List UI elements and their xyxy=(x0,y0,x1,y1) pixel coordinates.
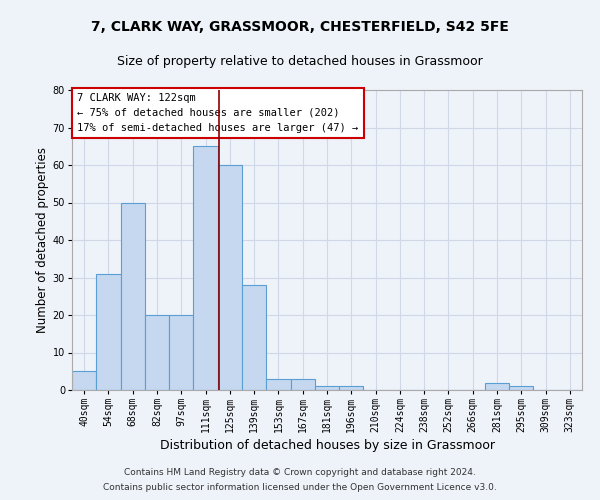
Bar xyxy=(290,379,315,390)
Bar xyxy=(193,146,218,390)
Text: Contains HM Land Registry data © Crown copyright and database right 2024.: Contains HM Land Registry data © Crown c… xyxy=(124,468,476,477)
Bar xyxy=(485,382,509,390)
Bar xyxy=(72,371,96,390)
Bar xyxy=(169,315,193,390)
Bar xyxy=(266,379,290,390)
Text: 7 CLARK WAY: 122sqm
← 75% of detached houses are smaller (202)
17% of semi-detac: 7 CLARK WAY: 122sqm ← 75% of detached ho… xyxy=(77,93,358,132)
X-axis label: Distribution of detached houses by size in Grassmoor: Distribution of detached houses by size … xyxy=(160,439,494,452)
Bar xyxy=(218,165,242,390)
Text: 7, CLARK WAY, GRASSMOOR, CHESTERFIELD, S42 5FE: 7, CLARK WAY, GRASSMOOR, CHESTERFIELD, S… xyxy=(91,20,509,34)
Text: Contains public sector information licensed under the Open Government Licence v3: Contains public sector information licen… xyxy=(103,483,497,492)
Bar xyxy=(121,202,145,390)
Bar xyxy=(339,386,364,390)
Bar xyxy=(242,285,266,390)
Text: Size of property relative to detached houses in Grassmoor: Size of property relative to detached ho… xyxy=(117,55,483,68)
Bar xyxy=(315,386,339,390)
Bar xyxy=(509,386,533,390)
Bar xyxy=(96,274,121,390)
Y-axis label: Number of detached properties: Number of detached properties xyxy=(35,147,49,333)
Bar xyxy=(145,315,169,390)
